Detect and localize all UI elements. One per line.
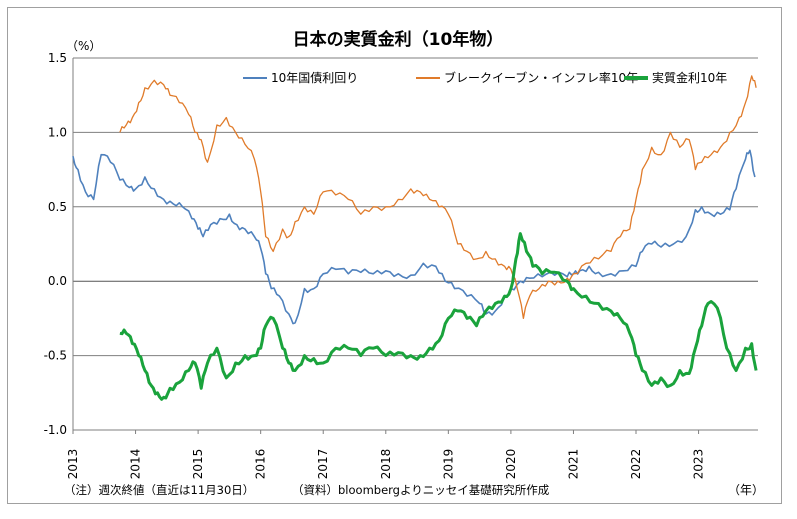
x-tick-label: 2023 (692, 449, 706, 480)
x-tick-label: 2019 (441, 449, 455, 480)
y-tick-label: -0.5 (44, 349, 67, 363)
x-tick-labels: 2013 2014 2015 2016 2017 2018 2019 2020 2021 2022… (66, 430, 706, 479)
legend: 10年国債利回り ブレークイーブン・インフレ率10年 実質金利10年 (243, 70, 727, 85)
x-tick-label: 2021 (566, 449, 580, 480)
y-tick-label: -1.0 (44, 423, 67, 437)
x-tick-label: 2015 (191, 449, 205, 480)
footnote-source: （資料）bloombergよりニッセイ基礎研究所作成 (292, 483, 550, 497)
legend-label: 実質金利10年 (652, 70, 727, 85)
x-tick-label: 2016 (254, 449, 268, 480)
x-axis-unit: （年） (728, 483, 764, 497)
x-tick-label: 2018 (379, 449, 393, 480)
y-tick-labels: 1.5 1.0 0.5 0.0 -0.5 -1.0 (44, 51, 67, 437)
series-line-0 (72, 149, 756, 325)
series-line-1 (119, 75, 757, 320)
x-tick-label: 2020 (504, 449, 518, 480)
legend-label: ブレークイーブン・インフレ率10年 (444, 70, 638, 85)
y-tick-label: 0.0 (48, 274, 67, 288)
x-tick-label: 2022 (629, 449, 643, 480)
chart-title: 日本の実質金利（10年物） (293, 29, 504, 50)
y-tick-label: 0.5 (48, 200, 67, 214)
y-tick-label: 1.0 (48, 125, 67, 139)
x-tick-label: 2017 (316, 449, 330, 480)
legend-label: 10年国債利回り (271, 70, 358, 85)
chart-frame (7, 7, 782, 504)
series-lines (72, 75, 758, 401)
y-axis-unit: （%） (66, 39, 101, 53)
grid (72, 57, 758, 431)
x-tick-label: 2014 (129, 449, 143, 480)
y-tick-label: 1.5 (48, 51, 67, 65)
series-line-2 (119, 232, 758, 401)
footnote-note: （注）週次終値（直近は11月30日） (64, 483, 254, 497)
x-tick-label: 2013 (66, 449, 80, 480)
